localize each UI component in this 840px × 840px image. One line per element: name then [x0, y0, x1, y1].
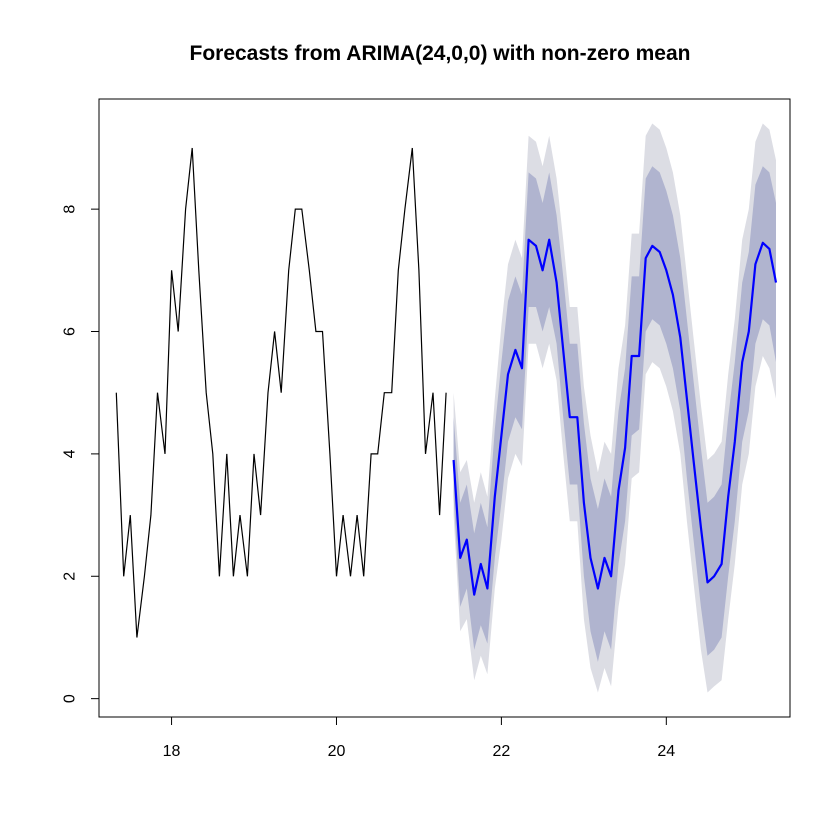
y-tick-label: 2 [62, 572, 79, 581]
prediction-interval-80-layer [453, 166, 776, 662]
x-tick-label: 18 [163, 743, 181, 760]
x-tick-label: 22 [492, 743, 510, 760]
forecast-mean-line [452, 238, 778, 596]
x-axis: 18 20 22 24 [163, 716, 675, 760]
y-tick-label: 8 [62, 205, 79, 214]
history-line [115, 147, 447, 638]
y-tick-label: 0 [62, 694, 79, 703]
x-tick-label: 20 [328, 743, 346, 760]
x-tick-label: 24 [657, 743, 675, 760]
y-axis: 0 2 4 6 8 [62, 205, 100, 703]
chart-title: Forecasts from ARIMA(24,0,0) with non-ze… [190, 42, 691, 65]
y-tick-label: 4 [62, 449, 79, 458]
prediction-interval-80-band [453, 166, 776, 662]
forecast-series-layer [452, 238, 778, 596]
y-tick-label: 6 [62, 327, 79, 336]
history-series-layer [115, 147, 447, 638]
